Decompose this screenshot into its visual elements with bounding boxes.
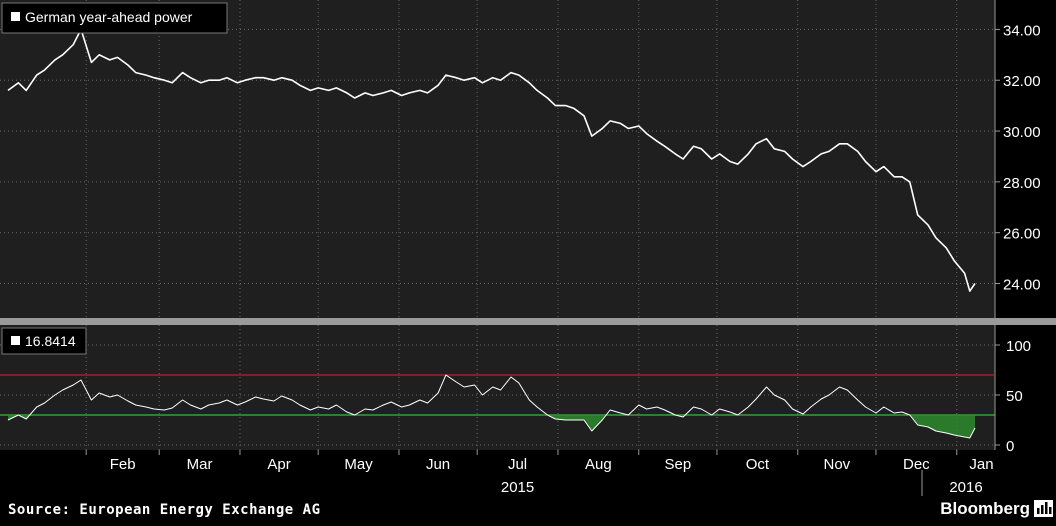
- legend-box: [1, 327, 87, 355]
- x-year-label: 2016: [949, 479, 982, 496]
- y-tick-label: 24.00: [1003, 277, 1041, 294]
- x-tick-label: Dec: [903, 456, 930, 473]
- series-line-indicator: [7, 374, 976, 439]
- y-tick-label: 34.00: [1003, 22, 1041, 39]
- legend-label-indicator: 16.8414: [25, 333, 76, 349]
- y-tick-label: 0: [1006, 438, 1014, 455]
- x-tick-label: May: [344, 456, 373, 473]
- legend-price[interactable]: German year-ahead power: [1, 2, 228, 34]
- indicator-panel: [0, 325, 995, 450]
- x-tick-label: Jan: [969, 456, 993, 473]
- y-tick-label: 50: [1006, 388, 1023, 405]
- x-tick-label: Jun: [426, 456, 450, 473]
- x-tick-label: Sep: [665, 456, 692, 473]
- y-tick-label: 100: [1006, 338, 1031, 355]
- legend-box: [1, 2, 228, 34]
- legend-swatch: [11, 12, 20, 21]
- x-tick-label: Feb: [110, 456, 136, 473]
- panel-divider[interactable]: [0, 318, 1056, 325]
- oversold-area: [909, 415, 975, 438]
- x-tick-label: Nov: [824, 456, 851, 473]
- x-tick-label: Jul: [508, 456, 527, 473]
- y-tick-label: 30.00: [1003, 124, 1041, 141]
- y-tick-label: 26.00: [1003, 226, 1041, 243]
- x-year-label: 2015: [501, 479, 534, 496]
- x-tick-label: Mar: [187, 456, 213, 473]
- legend-label-price: German year-ahead power: [25, 9, 193, 25]
- legend-indicator[interactable]: 16.8414: [1, 327, 87, 355]
- oversold-area: [547, 415, 607, 431]
- x-tick-label: Apr: [267, 456, 290, 473]
- axis-ticks: Feb Mar Apr May Jun Jul Aug Sep Oct Nov Dec Jan 2015…: [85, 22, 1041, 496]
- x-tick-label: Aug: [585, 456, 612, 473]
- y-tick-label: 28.00: [1003, 175, 1041, 192]
- source-note: Source: European Energy Exchange AG: [8, 502, 321, 518]
- price-panel: [0, 0, 995, 318]
- y-tick-label: 32.00: [1003, 73, 1041, 90]
- oversold-area: [8, 415, 30, 420]
- bloomberg-logo: Bloomberg: [940, 499, 1030, 518]
- bloomberg-terminal-icon: [1034, 500, 1053, 517]
- series-lines: [7, 28, 976, 439]
- series-line-german-year-ahead-power: [7, 28, 976, 292]
- reference-lines: [0, 374, 995, 416]
- x-tick-label: Oct: [746, 456, 770, 473]
- legend-swatch: [11, 336, 20, 345]
